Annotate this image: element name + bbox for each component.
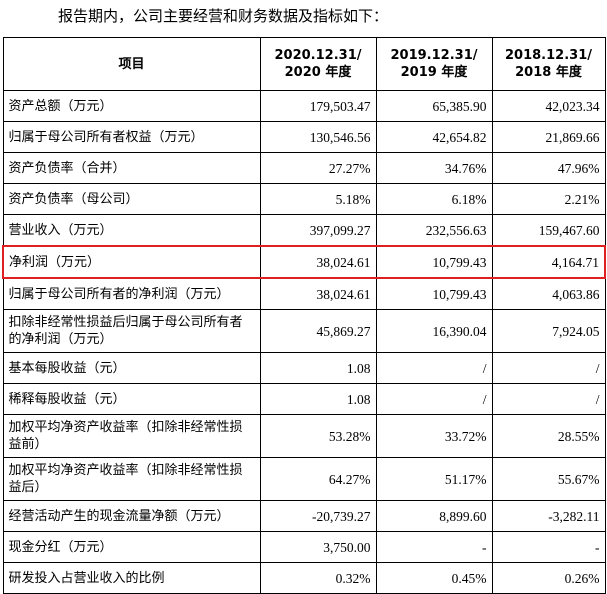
row-value: 42,654.82 <box>375 121 493 153</box>
row-value: 38,024.61 <box>259 277 377 310</box>
table-row: 经营活动产生的现金流量净额（万元） -20,739.27 8,899.60 -3,28… <box>2 500 606 532</box>
row-label: 研发投入占营业收入的比例 <box>2 562 261 594</box>
table-row: 加权平均净资产收益率（扣除非经常性损益后） 64.27% 51.17% 55.67% <box>2 457 606 501</box>
table-row: 营业收入（万元） 397,099.27 232,556.63 159,467.60 <box>2 214 606 247</box>
row-value: 27.27% <box>259 152 377 184</box>
row-label: 基本每股收益（元） <box>2 352 261 384</box>
header-item: 项目 <box>2 37 261 91</box>
row-label: 归属于母公司所有者的净利润（万元） <box>2 277 261 310</box>
row-value: 55.67% <box>491 457 606 501</box>
header-line: 2020.12.31/ <box>274 48 362 63</box>
row-value: 3,750.00 <box>259 531 377 563</box>
row-value: / <box>375 352 493 384</box>
row-value: 53.28% <box>259 414 377 458</box>
row-value: 159,467.60 <box>491 214 606 247</box>
row-label: 现金分红（万元） <box>2 531 261 563</box>
row-value: 0.45% <box>375 562 493 594</box>
intro-text: 报告期内，公司主要经营和财务数据及指标如下： <box>58 7 389 25</box>
header-2020: 2020.12.31/2020 年度 <box>259 37 377 91</box>
table-row: 资产总额（万元） 179,503.47 65,385.90 42,023.34 <box>2 90 606 122</box>
row-label: 资产负债率（母公司） <box>2 183 261 215</box>
row-label: 稀释每股收益（元） <box>2 383 261 415</box>
row-value: / <box>375 383 493 415</box>
table-header-row: 项目 2020.12.31/2020 年度 2019.12.31/2019 年度… <box>2 37 606 91</box>
table-row: 现金分红（万元） 3,750.00- - <box>2 531 606 563</box>
row-value: 6.18% <box>375 183 493 215</box>
row-value: / <box>491 352 606 384</box>
row-label: 归属于母公司所有者权益（万元） <box>2 121 261 153</box>
row-value: 45,869.27 <box>259 309 377 353</box>
table-row: 归属于母公司所有者的净利润（万元） 38,024.61 10,799.43 4,063… <box>2 277 606 310</box>
row-value: 38,024.61 <box>259 245 377 279</box>
row-value: 42,023.34 <box>491 90 606 122</box>
row-value: 28.55% <box>491 414 606 458</box>
row-value: 65,385.90 <box>375 90 493 122</box>
row-value: 8,899.60 <box>375 500 493 532</box>
row-value: 7,924.05 <box>491 309 606 353</box>
header-line: 2018 年度 <box>515 65 582 80</box>
row-value: 64.27% <box>259 457 377 501</box>
row-value: 4,063.86 <box>491 277 606 310</box>
row-value: 1.08 <box>259 352 377 384</box>
row-value: 5.18% <box>259 183 377 215</box>
financial-data-table: 项目 2020.12.31/2020 年度 2019.12.31/2019 年度… <box>2 37 606 594</box>
row-value: 51.17% <box>375 457 493 501</box>
table-row: 归属于母公司所有者权益（万元） 130,546.56 42,654.82 21,869… <box>2 121 606 153</box>
table-row: 资产负债率（合并） 27.27% 34.76% 47.96% <box>2 152 606 184</box>
row-value: 21,869.66 <box>491 121 606 153</box>
table-row: 稀释每股收益（元） 1.08// <box>2 383 606 415</box>
row-value: 16,390.04 <box>375 309 493 353</box>
table-row-highlighted: 净利润（万元） 38,024.61 10,799.43 4,164.71 <box>2 245 606 279</box>
row-label: 资产总额（万元） <box>2 90 261 122</box>
row-value: 33.72% <box>375 414 493 458</box>
row-label: 加权平均净资产收益率（扣除非经常性损益前） <box>2 414 261 458</box>
row-value: 2.21% <box>491 183 606 215</box>
row-value: 10,799.43 <box>375 245 493 279</box>
row-value: 179,503.47 <box>259 90 377 122</box>
header-2019: 2019.12.31/2019 年度 <box>375 37 493 91</box>
table-row: 扣除非经常性损益后归属于母公司所有者的净利润（万元） 45,869.27 16,39… <box>2 309 606 353</box>
row-value: 4,164.71 <box>491 245 606 279</box>
row-value: 130,546.56 <box>259 121 377 153</box>
row-label: 营业收入（万元） <box>2 214 261 247</box>
header-2018: 2018.12.31/2018 年度 <box>491 37 606 91</box>
row-label: 经营活动产生的现金流量净额（万元） <box>2 500 261 532</box>
row-value: 10,799.43 <box>375 277 493 310</box>
header-line: 2020 年度 <box>284 65 352 80</box>
row-label: 加权平均净资产收益率（扣除非经常性损益后） <box>2 457 261 501</box>
row-value: 34.76% <box>375 152 493 184</box>
row-value: 0.26% <box>491 562 606 594</box>
row-value: -20,739.27 <box>259 500 377 532</box>
row-value: - <box>491 531 606 563</box>
row-value: 0.32% <box>259 562 377 594</box>
table-row: 基本每股收益（元） 1.08// <box>2 352 606 384</box>
row-value: -3,282.11 <box>491 500 606 532</box>
table-row: 加权平均净资产收益率（扣除非经常性损益前） 53.28% 33.72% 28.55% <box>2 414 606 458</box>
row-value: - <box>375 531 493 563</box>
row-value: 397,099.27 <box>259 214 377 247</box>
row-value: 47.96% <box>491 152 606 184</box>
header-line: 2018.12.31/ <box>505 48 592 63</box>
header-line: 2019 年度 <box>400 65 468 80</box>
row-label: 资产负债率（合并） <box>2 152 261 184</box>
row-label: 扣除非经常性损益后归属于母公司所有者的净利润（万元） <box>2 309 261 353</box>
row-value: 1.08 <box>259 383 377 415</box>
table-row: 资产负债率（母公司） 5.18% 6.18% 2.21% <box>2 183 606 215</box>
row-value: / <box>491 383 606 415</box>
header-line: 2019.12.31/ <box>390 48 478 63</box>
row-value: 232,556.63 <box>375 214 493 247</box>
table-row: 研发投入占营业收入的比例 0.32% 0.45% 0.26% <box>2 562 606 594</box>
row-label: 净利润（万元） <box>2 245 261 279</box>
